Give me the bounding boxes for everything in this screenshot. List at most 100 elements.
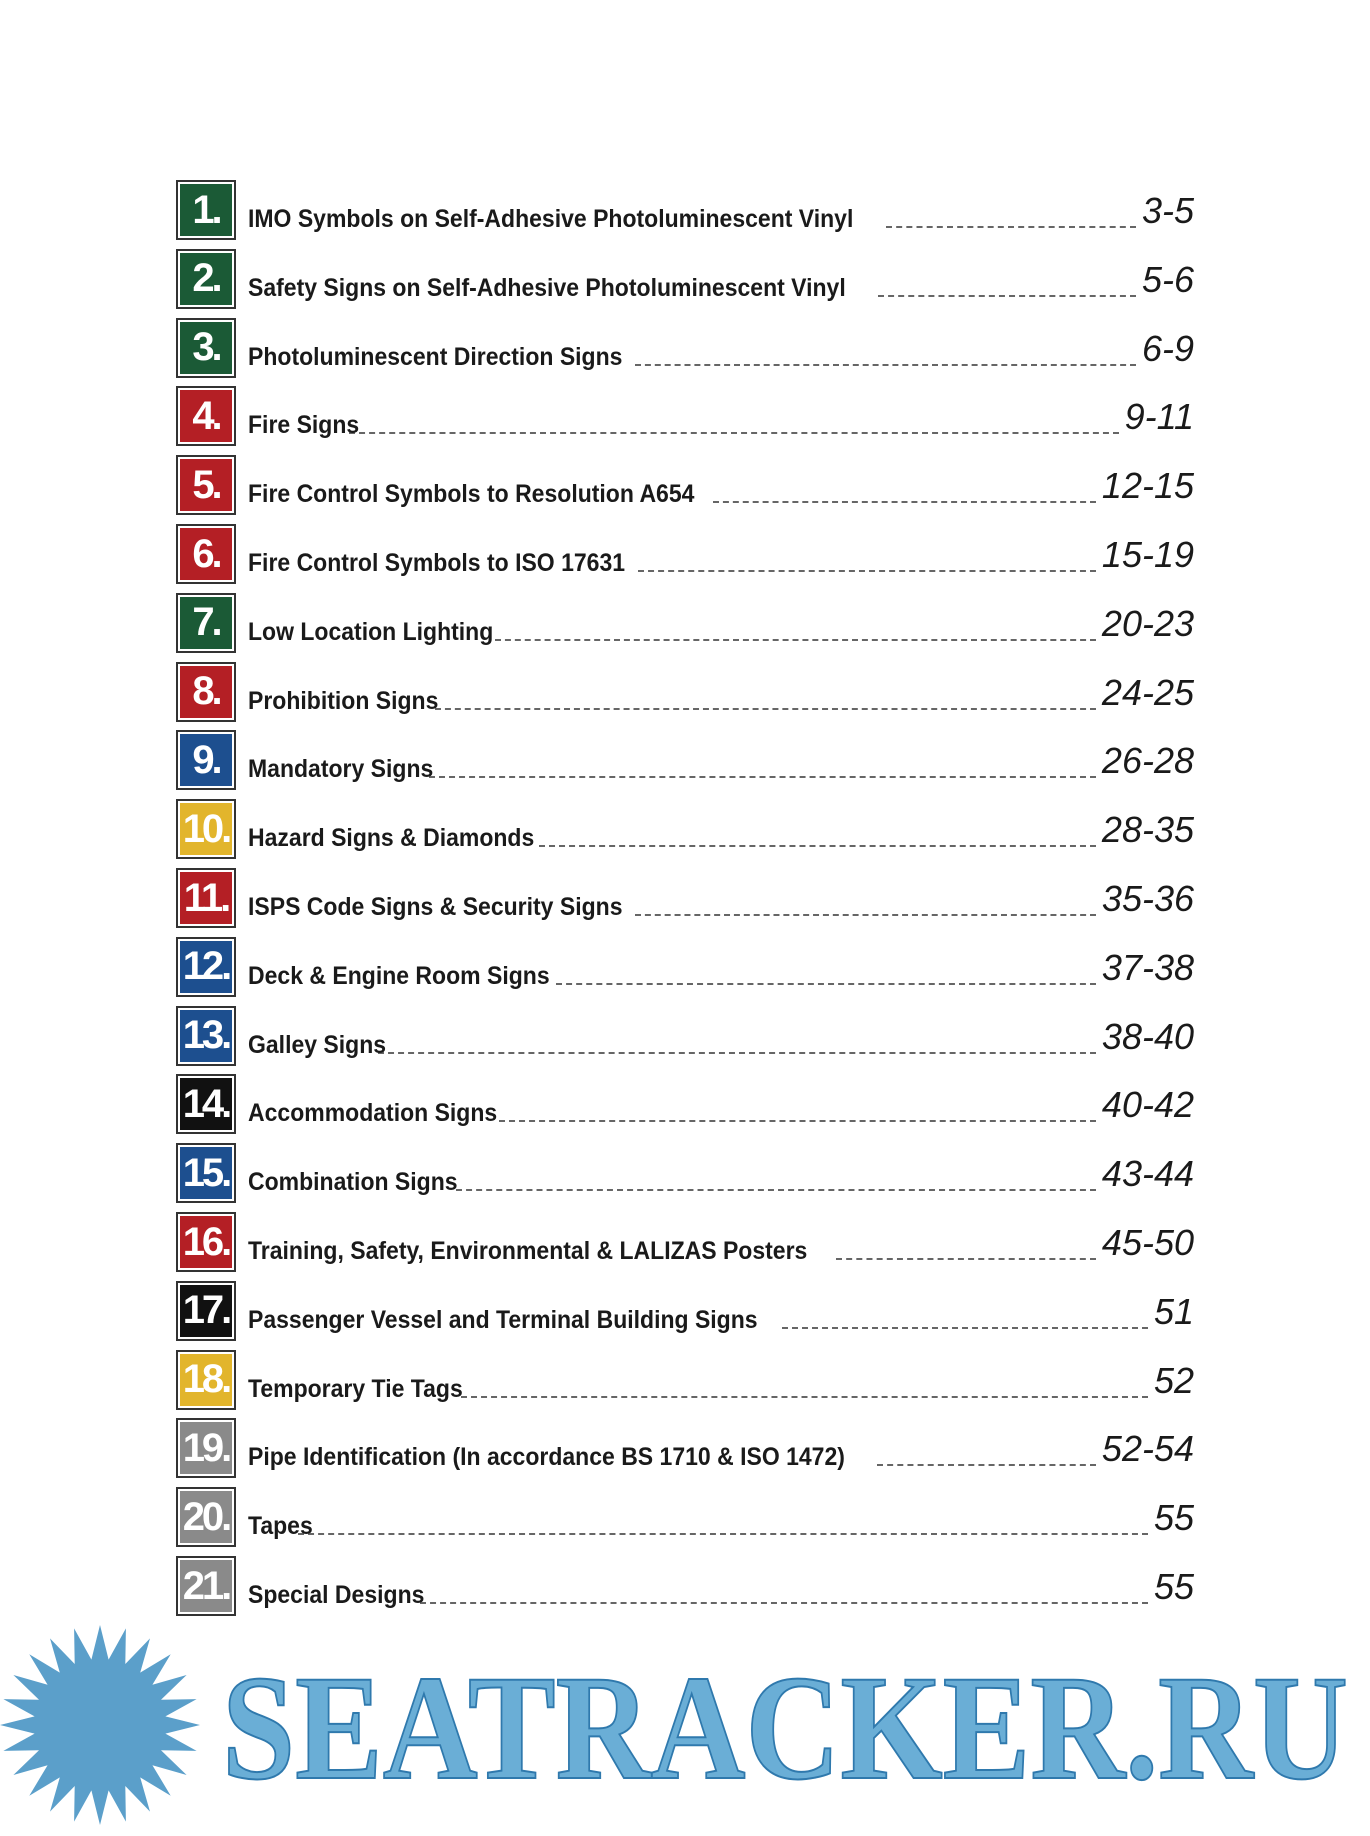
page-range: 15-19 [1101,534,1194,575]
page-range: 35-36 [1101,878,1194,919]
dot-leader [419,1602,1148,1604]
toc-entry: 11. ISPS Code Signs & Security Signs 35-36 [176,866,1194,928]
page-range: 37-38 [1101,946,1194,988]
section-number: 20. [176,1487,236,1548]
section-number: 15. [176,1143,236,1204]
section-title: Accommodation Signs [248,1099,498,1128]
section-number: 8. [176,661,236,722]
toc-entry: 9. Mandatory Signs 26-28 [176,728,1194,791]
section-title: Special Designs [248,1581,425,1609]
page-range: 43-44 [1101,1153,1194,1195]
section-title: Fire Signs [248,411,360,440]
toc-entry: 17. Passenger Vessel and Terminal Buildin… [176,1279,1194,1341]
dot-leader [498,1120,1096,1123]
toc-entry: 12. Deck & Engine Room Signs 37-38 [176,935,1194,997]
section-title: Galley Signs [248,1030,387,1059]
section-title: IMO Symbols on Self-Adhesive Photolumine… [248,205,854,233]
dot-leader [835,1258,1096,1260]
page-range: 6-9 [1141,327,1194,369]
sun-logo [0,1625,200,1825]
section-number: 21. [176,1556,236,1616]
dot-leader [494,638,1096,641]
toc-entry: 5. Fire Control Symbols to Resolution A65… [176,453,1194,516]
section-number: 2. [176,248,236,309]
page-range: 12-15 [1101,465,1194,507]
section-title: Hazard Signs & Diamonds [248,824,535,853]
dot-leader [877,294,1136,297]
section-number: 7. [176,592,236,653]
dot-leader [781,1326,1148,1329]
section-number: 13. [176,1005,236,1066]
section-title: Tapes [248,1512,313,1541]
section-title: ISPS Code Signs & Security Signs [248,893,623,921]
toc-entry: 10. Hazard Signs & Diamonds 28-35 [176,797,1194,860]
page-range: 51 [1153,1290,1194,1332]
dot-leader [348,432,1119,435]
page-range: 26-28 [1101,740,1194,782]
dot-leader [434,707,1096,710]
section-number: 14. [176,1074,236,1135]
dot-leader [876,1464,1096,1467]
dot-leader [455,1189,1096,1192]
page-range: 5-6 [1141,258,1194,300]
toc-entry: 19. Pipe Identification (In accordance BS… [176,1416,1194,1479]
toc-entry: 18. Temporary Tie Tags 52 [176,1348,1194,1410]
page-range: 24-25 [1101,671,1194,713]
toc-entry: 7. Low Location Lighting 20-23 [176,591,1194,653]
section-number: 17. [176,1280,236,1341]
page-range: 20-23 [1101,602,1194,644]
page-range: 55 [1153,1566,1194,1607]
page-range: 38-40 [1101,1015,1194,1057]
section-title: Photoluminescent Direction Signs [248,342,623,371]
page-range: 52 [1153,1359,1194,1401]
section-number: 3. [176,317,236,378]
section-number: 5. [176,455,236,516]
page-range: 28-35 [1101,809,1194,851]
watermark-text: SEATRACKER.RU [222,1645,1348,1811]
page-range: 9-11 [1124,396,1194,438]
section-number: 4. [176,386,236,447]
page-range: 55 [1153,1497,1194,1539]
section-title: Prohibition Signs [248,686,439,715]
section-title: Fire Control Symbols to ISO 17631 [248,549,626,577]
section-number: 6. [176,524,236,584]
dot-leader [539,845,1096,848]
toc-entry: 16. Training, Safety, Environmental & LAL… [176,1210,1194,1272]
toc-entry: 15. Combination Signs 43-44 [176,1141,1194,1204]
section-title: Training, Safety, Environmental & LALIZA… [248,1237,808,1265]
toc-entry: 21. Special Designs 55 [176,1554,1194,1616]
section-title: Mandatory Signs [248,755,434,784]
section-number: 10. [176,799,236,860]
dot-leader [555,982,1096,985]
section-title: Pipe Identification (In accordance BS 17… [248,1443,845,1472]
toc-entry: 1. IMO Symbols on Self-Adhesive Photolumi… [176,178,1194,240]
section-title: Combination Signs [248,1168,458,1197]
dot-leader [378,1051,1096,1054]
section-title: Safety Signs on Self-Adhesive Photolumin… [248,273,846,302]
dot-leader [886,226,1136,228]
section-title: Deck & Engine Room Signs [248,961,550,990]
page-range: 3-5 [1141,190,1194,231]
dot-leader [635,363,1136,366]
section-number: 12. [176,936,236,997]
section-number: 18. [176,1349,236,1410]
section-number: 19. [176,1418,236,1479]
dot-leader [637,570,1096,572]
page-range: 52-54 [1101,1428,1194,1470]
section-number: 9. [176,730,236,791]
dot-leader [298,1533,1148,1536]
section-title: Fire Control Symbols to Resolution A654 [248,480,695,509]
section-title: Low Location Lighting [248,617,494,646]
toc-entry: 6. Fire Control Symbols to ISO 17631 15-19 [176,522,1194,584]
dot-leader [429,776,1096,779]
section-title: Passenger Vessel and Terminal Building S… [248,1305,758,1334]
toc-entry: 2. Safety Signs on Self-Adhesive Photolum… [176,247,1194,309]
toc-entry: 8. Prohibition Signs 24-25 [176,660,1194,722]
toc-entry: 13. Galley Signs 38-40 [176,1004,1194,1066]
toc-entry: 3. Photoluminescent Direction Signs 6-9 [176,316,1194,378]
dot-leader [635,914,1096,916]
page-range: 40-42 [1101,1084,1194,1126]
section-number: 11. [176,868,236,928]
